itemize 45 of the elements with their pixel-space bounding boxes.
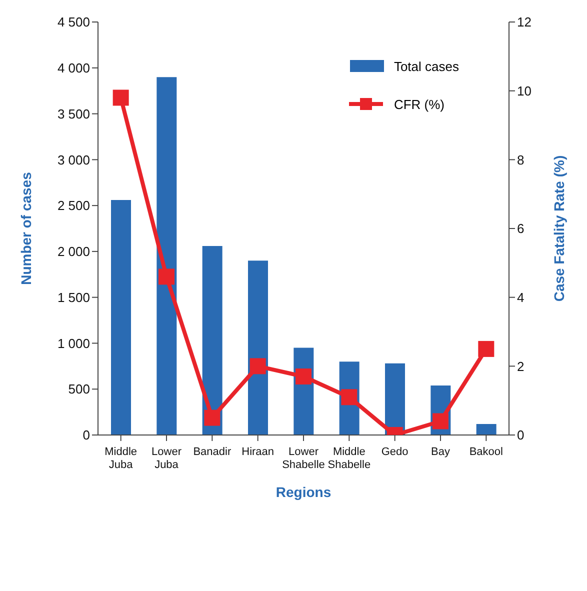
legend-label: Total cases (394, 58, 459, 74)
y-tick-label: 3 000 (57, 152, 90, 168)
bar (385, 363, 405, 435)
y2-tick-label: 10 (517, 83, 532, 98)
x-tick-label: Gedo (381, 446, 408, 458)
y-tick-label: 1 500 (57, 290, 90, 305)
y-tick-label: 500 (68, 382, 90, 397)
bar (111, 200, 131, 435)
y-axis-title: Number of cases (18, 172, 34, 285)
y-tick-label: 2 000 (57, 244, 90, 260)
y-tick-label: 4 000 (57, 60, 90, 76)
y-tick-label: 1 000 (57, 336, 90, 351)
y2-tick-label: 4 (517, 290, 524, 305)
y-tick-label: 2 500 (57, 198, 90, 214)
point (341, 389, 358, 406)
bar (156, 77, 177, 435)
point (250, 358, 266, 374)
bar (476, 424, 496, 435)
x-tick-label: Hiraan (242, 446, 274, 458)
x-axis-title: Regions (276, 484, 332, 500)
y2-tick-label: 2 (517, 358, 524, 374)
x-tick-label: Lower Juba (152, 446, 182, 471)
y2-tick-label: 12 (517, 14, 532, 30)
y-tick-label: 4 500 (57, 14, 90, 30)
x-tick-label: Lower Shabelle (282, 446, 325, 471)
point (296, 368, 312, 384)
y-tick-label: 0 (82, 428, 90, 443)
point (432, 413, 448, 430)
x-tick-label: Middle Juba (104, 446, 138, 471)
x-tick-label: Bakool (469, 446, 503, 458)
y2-tick-label: 0 (517, 428, 524, 443)
y2-axis-title: Case Fatality Rate (%) (550, 155, 567, 302)
x-tick-label: Bay (431, 446, 450, 458)
y2-tick-label: 6 (517, 221, 524, 236)
point (478, 340, 494, 357)
x-tick-label: Middle Shabelle (328, 446, 371, 471)
y-tick-label: 3 500 (57, 106, 90, 122)
point (158, 268, 174, 285)
point (112, 90, 129, 106)
point (204, 410, 220, 426)
x-tick-label: Banadir (193, 446, 232, 458)
bar (248, 260, 268, 435)
bar (202, 246, 222, 435)
legend-label: CFR (%) (394, 96, 444, 112)
y2-tick-label: 8 (517, 152, 524, 168)
